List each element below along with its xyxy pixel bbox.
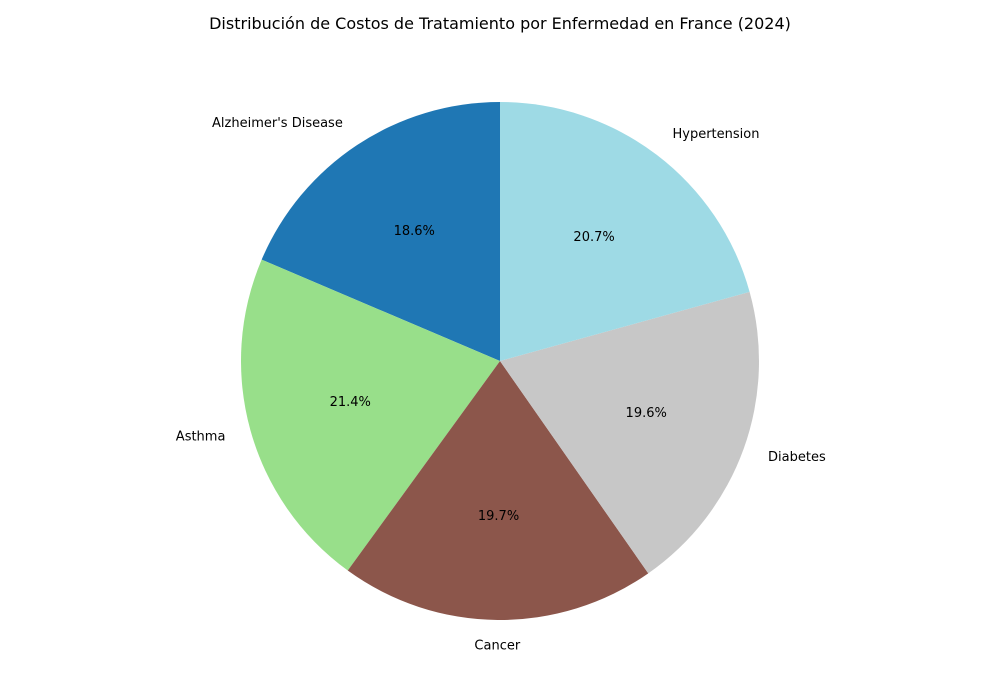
pie-slice-hypertension: [500, 102, 750, 361]
slice-label-cancer: Cancer: [474, 638, 520, 653]
slice-label-alzheimer-s-disease: Alzheimer's Disease: [212, 116, 343, 131]
pct-label-diabetes: 19.6%: [626, 406, 667, 421]
pct-label-alzheimer-s-disease: 18.6%: [394, 224, 435, 239]
slice-label-diabetes: Diabetes: [768, 450, 826, 465]
slice-label-hypertension: Hypertension: [672, 127, 759, 142]
pct-label-hypertension: 20.7%: [573, 230, 614, 245]
pie-labels: Alzheimer's Disease 18.6% Asthma 21.4% Cance…: [176, 116, 826, 654]
pie-slice-diabetes: [500, 291, 759, 574]
chart-title: Distribución de Costos de Tratamiento po…: [209, 14, 791, 33]
pct-label-asthma: 21.4%: [330, 395, 371, 410]
pie-slice-asthma: [240, 259, 500, 571]
pie-slice-cancer: [347, 361, 649, 621]
slice-label-asthma: Asthma: [176, 430, 226, 445]
pct-label-cancer: 19.7%: [478, 509, 519, 524]
pie-slice-alzheimer-s-disease: [261, 102, 500, 361]
pie-slices: [240, 102, 759, 621]
